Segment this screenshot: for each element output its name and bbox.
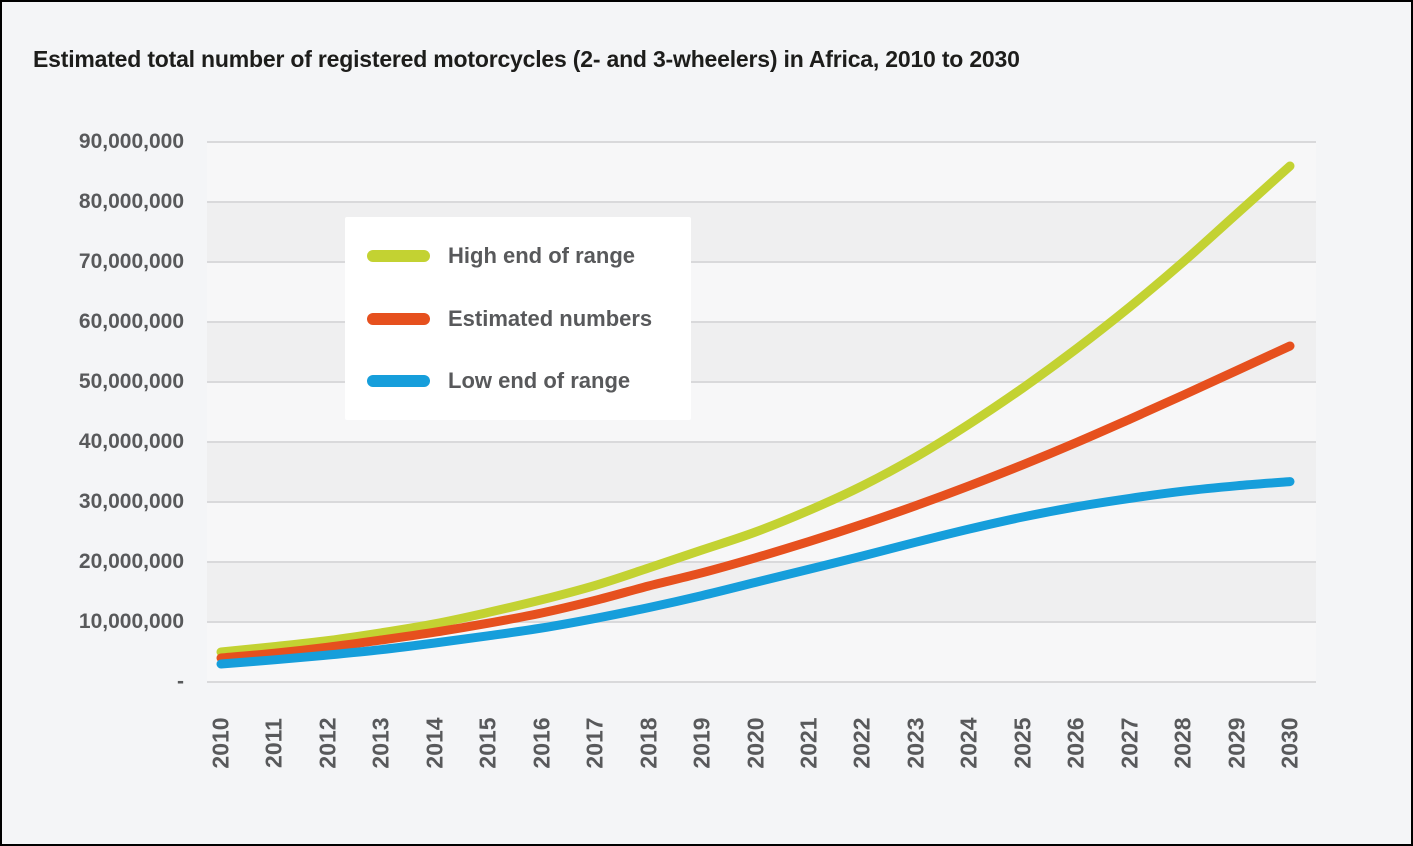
y-tick-label: 30,000,000: [78, 490, 184, 513]
plot-band: [207, 442, 1316, 502]
y-tick-label: 60,000,000: [78, 310, 184, 333]
legend-label-low-end: Low end of range: [448, 367, 631, 393]
y-tick-label: 40,000,000: [78, 430, 184, 453]
y-tick-label: 10,000,000: [78, 610, 184, 633]
legend-swatch-estimated: [367, 312, 430, 325]
plot-band: [207, 562, 1316, 622]
legend-swatch-high-end: [367, 250, 430, 263]
legend-item-estimated: Estimated numbers: [345, 292, 691, 346]
legend: High end of range Estimated numbers Low …: [345, 217, 691, 420]
y-tick-label: 20,000,000: [78, 550, 184, 573]
y-tick-label: 50,000,000: [78, 370, 184, 393]
legend-label-estimated: Estimated numbers: [448, 305, 653, 331]
chart-title: Estimated total number of registered mot…: [33, 46, 1020, 72]
legend-label-high-end: High end of range: [448, 243, 635, 269]
legend-item-high-end: High end of range: [345, 229, 691, 283]
legend-swatch-low-end: [367, 374, 430, 387]
legend-item-low-end: Low end of range: [345, 354, 691, 408]
y-tick-label: 70,000,000: [78, 250, 184, 273]
series-line-low-end-of-range: [216, 477, 1295, 669]
series-line-high-end-of-range: [216, 161, 1295, 657]
y-tick-label: 90,000,000: [78, 130, 184, 153]
series-line-estimated-numbers: [216, 341, 1295, 663]
y-tick-label: 80,000,000: [78, 190, 184, 213]
y-tick-label: -: [177, 670, 184, 693]
plot-band: [207, 142, 1316, 202]
